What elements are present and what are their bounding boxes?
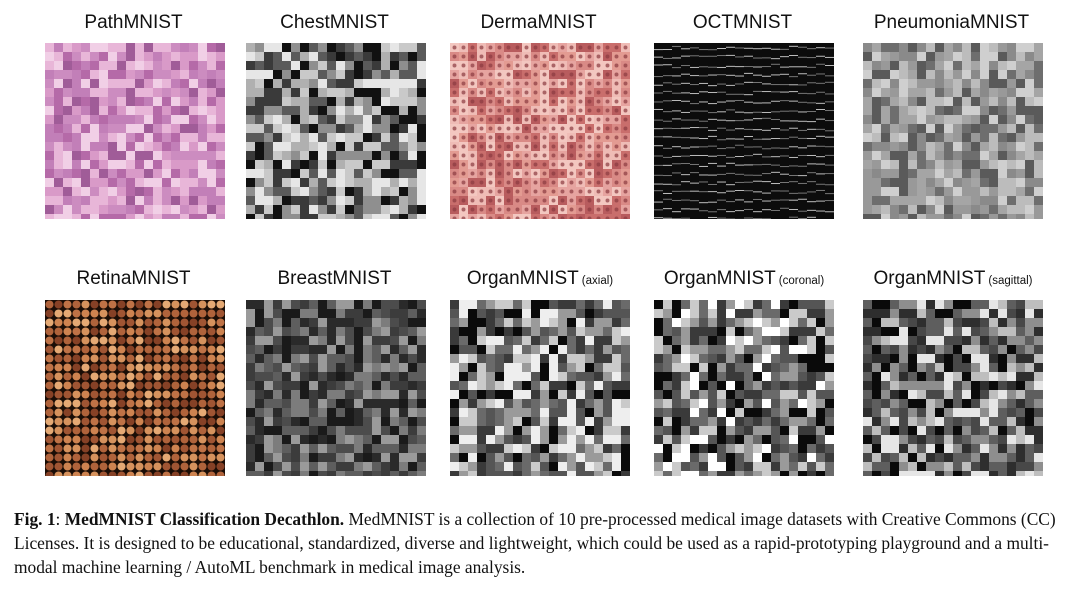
panel-title-text: RetinaMNIST <box>76 268 191 289</box>
mosaic-image <box>45 300 225 476</box>
panel-title: OrganMNIST (sagittal) <box>833 268 1073 290</box>
mosaic-image <box>246 300 426 476</box>
panel-title-text: ChestMNIST <box>280 12 389 33</box>
caption-body: MedMNIST is a collection of 10 pre-proce… <box>14 509 1056 577</box>
panel-subtitle: (axial) <box>581 275 614 287</box>
panel-title-text: PathMNIST <box>84 12 183 33</box>
mosaic-image <box>654 43 834 219</box>
mosaic-image <box>450 43 630 219</box>
mosaic-image <box>450 300 630 476</box>
chestmnist-mosaic <box>246 43 426 219</box>
panel-title: DermaMNIST <box>420 12 660 34</box>
panel-title: ChestMNIST <box>216 12 456 34</box>
panel-title: RetinaMNIST <box>15 268 255 290</box>
figure-caption: Fig. 1: MedMNIST Classification Decathlo… <box>14 507 1066 579</box>
panel-title: BreastMNIST <box>216 268 456 290</box>
pathmnist-mosaic <box>45 43 225 219</box>
panel-title-text: OCTMNIST <box>692 12 793 33</box>
mosaic-image <box>863 43 1043 219</box>
mosaic-image <box>246 43 426 219</box>
organmnist-coronal-mosaic <box>654 300 834 476</box>
organmnist-sagittal-mosaic <box>863 300 1043 476</box>
caption-label: Fig. 1 <box>14 509 56 529</box>
panel-title: PneumoniaMNIST <box>833 12 1073 34</box>
panel-subtitle: (coronal) <box>778 275 825 287</box>
organmnist-axial-mosaic <box>450 300 630 476</box>
mosaic-image <box>45 43 225 219</box>
panel-title-text: PneumoniaMNIST <box>873 12 1030 33</box>
panel-subtitle: (sagittal) <box>988 275 1033 287</box>
mosaic-image <box>863 300 1043 476</box>
panel-title-text: OrganMNIST <box>466 268 579 289</box>
panel-title-text: OrganMNIST <box>873 268 986 289</box>
panel-title: PathMNIST <box>15 12 255 34</box>
panel-title: OrganMNIST (axial) <box>420 268 660 290</box>
caption-heading: MedMNIST Classification Decathlon. <box>64 509 345 529</box>
panel-title: OCTMNIST <box>624 12 864 34</box>
panel-title-text: OrganMNIST <box>663 268 776 289</box>
mosaic-image <box>654 300 834 476</box>
octmnist-mosaic <box>654 43 834 219</box>
caption-colon: : <box>55 509 65 529</box>
panel-title-text: DermaMNIST <box>480 12 597 33</box>
retinamnist-mosaic <box>45 300 225 476</box>
pneumoniamnist-mosaic <box>863 43 1043 219</box>
panel-title: OrganMNIST (coronal) <box>624 268 864 290</box>
panel-title-text: BreastMNIST <box>277 268 392 289</box>
dermamnist-mosaic <box>450 43 630 219</box>
breastmnist-mosaic <box>246 300 426 476</box>
